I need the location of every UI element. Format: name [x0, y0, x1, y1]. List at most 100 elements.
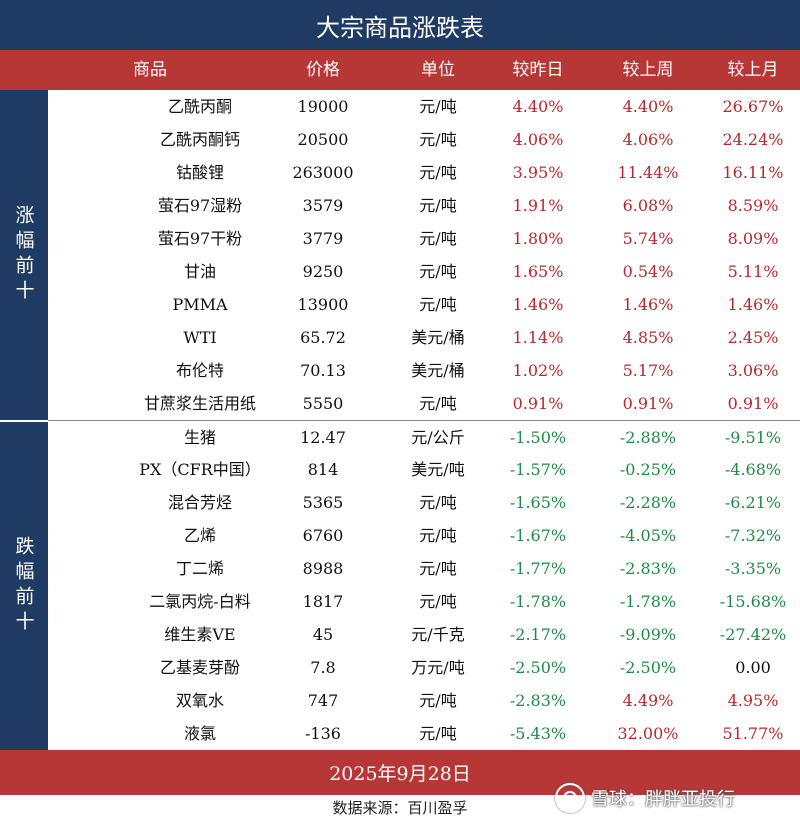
weekly-change-cell: -2.83% — [619, 559, 677, 578]
daily-change-cell: 1.02% — [512, 361, 564, 380]
commodity-name: 布伦特 — [175, 361, 224, 380]
commodity-name: 乙酰丙酮 — [167, 97, 232, 116]
daily-change-cell: -2.83% — [509, 691, 567, 710]
daily-change-cell: 1.80% — [512, 229, 564, 248]
daily-change-cell: -1.67% — [509, 526, 567, 545]
daily-change-cell: 0.91% — [512, 394, 564, 413]
unit-cell: 元/吨 — [419, 559, 457, 578]
unit-cell: 元/吨 — [419, 691, 457, 710]
table-row: 维生素VE 45 元/千克 -2.17% -9.09% -27.42% — [48, 618, 800, 651]
header-name: 商品 — [133, 60, 167, 80]
commodity-name: 双氧水 — [175, 691, 224, 710]
weekly-change-cell: 6.08% — [622, 196, 674, 215]
weekly-change-cell: 5.74% — [622, 229, 674, 248]
unit-cell: 元/千克 — [411, 625, 465, 644]
monthly-change-cell: 51.77% — [722, 724, 784, 743]
price-cell: 13900 — [297, 295, 349, 314]
weekly-change-cell: -1.78% — [619, 592, 677, 611]
daily-change-cell: -1.57% — [509, 460, 567, 479]
column-header-row: 商品 价格 单位 较昨日 较上周 较上月 — [0, 50, 800, 90]
table-row: 乙基麦芽酚 7.8 万元/吨 -2.50% -2.50% 0.00 — [48, 651, 800, 684]
unit-cell: 元/吨 — [419, 592, 457, 611]
commodity-name: PX（CFR中国） — [139, 460, 261, 479]
price-cell: 5550 — [302, 394, 344, 413]
daily-change-cell: -1.65% — [509, 493, 567, 512]
monthly-change-cell: -7.32% — [724, 526, 782, 545]
price-cell: 3579 — [302, 196, 344, 215]
commodity-name: 乙烯 — [183, 526, 216, 545]
price-cell: 6760 — [302, 526, 344, 545]
weekly-change-cell: 11.44% — [617, 163, 679, 182]
commodity-name: 甘蔗浆生活用纸 — [143, 394, 256, 413]
monthly-change-cell: -6.21% — [724, 493, 782, 512]
unit-cell: 元/吨 — [419, 526, 457, 545]
monthly-change-cell: -4.68% — [724, 460, 782, 479]
commodity-name: 混合芳烃 — [167, 493, 232, 512]
price-cell: 45 — [312, 625, 334, 644]
commodity-name: 萤石97干粉 — [157, 229, 243, 248]
data-source: 数据来源：百川盈孚 — [332, 799, 468, 817]
daily-change-cell: -1.77% — [509, 559, 567, 578]
monthly-change-cell: 2.45% — [727, 328, 779, 347]
header-unit: 单位 — [421, 60, 455, 80]
commodity-name: 乙酰丙酮钙 — [159, 130, 240, 149]
weekly-change-cell: 4.06% — [622, 130, 674, 149]
table-row: PX（CFR中国） 814 美元/吨 -1.57% -0.25% -4.68% — [48, 453, 800, 486]
table-row: 双氧水 747 元/吨 -2.83% 4.49% 4.95% — [48, 684, 800, 717]
unit-cell: 元/吨 — [419, 724, 457, 743]
commodity-name: 液氯 — [183, 724, 216, 743]
price-cell: 747 — [307, 691, 339, 710]
daily-change-cell: 1.14% — [512, 328, 564, 347]
weekly-change-cell: -0.25% — [619, 460, 677, 479]
monthly-change-cell: -27.42% — [719, 625, 787, 644]
commodity-name: 丁二烯 — [175, 559, 224, 578]
weekly-change-cell: 32.00% — [617, 724, 679, 743]
price-cell: 1817 — [302, 592, 344, 611]
commodity-name: 钴酸锂 — [175, 163, 224, 182]
daily-change-cell: 3.95% — [512, 163, 564, 182]
daily-change-cell: 1.65% — [512, 262, 564, 281]
price-cell: 70.13 — [300, 361, 346, 380]
snowball-logo-icon — [555, 783, 585, 813]
commodity-name: WTI — [183, 328, 217, 347]
price-cell: 20500 — [297, 130, 349, 149]
unit-cell: 元/吨 — [419, 196, 457, 215]
daily-change-cell: -2.17% — [509, 625, 567, 644]
weekly-change-cell: 5.17% — [622, 361, 674, 380]
table-row: 甘蔗浆生活用纸 5550 元/吨 0.91% 0.91% 0.91% — [48, 387, 800, 420]
weekly-change-cell: 0.91% — [622, 394, 674, 413]
monthly-change-cell: 24.24% — [722, 130, 784, 149]
commodity-name: 二氯丙烷-白料 — [149, 592, 251, 611]
table-row: 萤石97干粉 3779 元/吨 1.80% 5.74% 8.09% — [48, 222, 800, 255]
commodity-name: 乙基麦芽酚 — [159, 658, 240, 677]
unit-cell: 元/吨 — [419, 295, 457, 314]
unit-cell: 万元/吨 — [411, 658, 465, 677]
monthly-change-cell: 16.11% — [722, 163, 784, 182]
monthly-change-cell: -9.51% — [724, 428, 782, 447]
xueqiu-watermark: 雪球：胖胖亚投行 — [555, 778, 735, 818]
price-cell: 12.47 — [300, 428, 346, 447]
weekly-change-cell: 4.85% — [622, 328, 674, 347]
table-row: 乙烯 6760 元/吨 -1.67% -4.05% -7.32% — [48, 519, 800, 552]
gainers-rows: 乙酰丙酮 19000 元/吨 4.40% 4.40% 26.67% 乙酰丙酮钙 20500 元/… — [48, 90, 800, 420]
table-row: 布伦特 70.13 美元/桶 1.02% 5.17% 3.06% — [48, 354, 800, 387]
unit-cell: 美元/吨 — [411, 460, 465, 479]
commodity-name: 生猪 — [183, 428, 216, 447]
table-title: 大宗商品涨跌表 — [0, 0, 800, 50]
price-cell: -136 — [305, 724, 341, 743]
table-row: 二氯丙烷-白料 1817 元/吨 -1.78% -1.78% -15.68% — [48, 585, 800, 618]
unit-cell: 元/公斤 — [411, 428, 465, 447]
table-row: WTI 65.72 美元/桶 1.14% 4.85% 2.45% — [48, 321, 800, 354]
gainers-group-label: 涨幅前十 — [0, 90, 48, 420]
monthly-change-cell: 3.06% — [727, 361, 779, 380]
monthly-change-cell: 4.95% — [727, 691, 779, 710]
commodity-name: 维生素VE — [164, 625, 236, 644]
header-daily: 较昨日 — [512, 60, 564, 80]
header-weekly: 较上周 — [622, 60, 674, 80]
commodity-name: 萤石97湿粉 — [157, 196, 243, 215]
price-cell: 65.72 — [300, 328, 346, 347]
unit-cell: 元/吨 — [419, 163, 457, 182]
weekly-change-cell: -4.05% — [619, 526, 677, 545]
unit-cell: 元/吨 — [419, 394, 457, 413]
weekly-change-cell: -2.50% — [619, 658, 677, 677]
